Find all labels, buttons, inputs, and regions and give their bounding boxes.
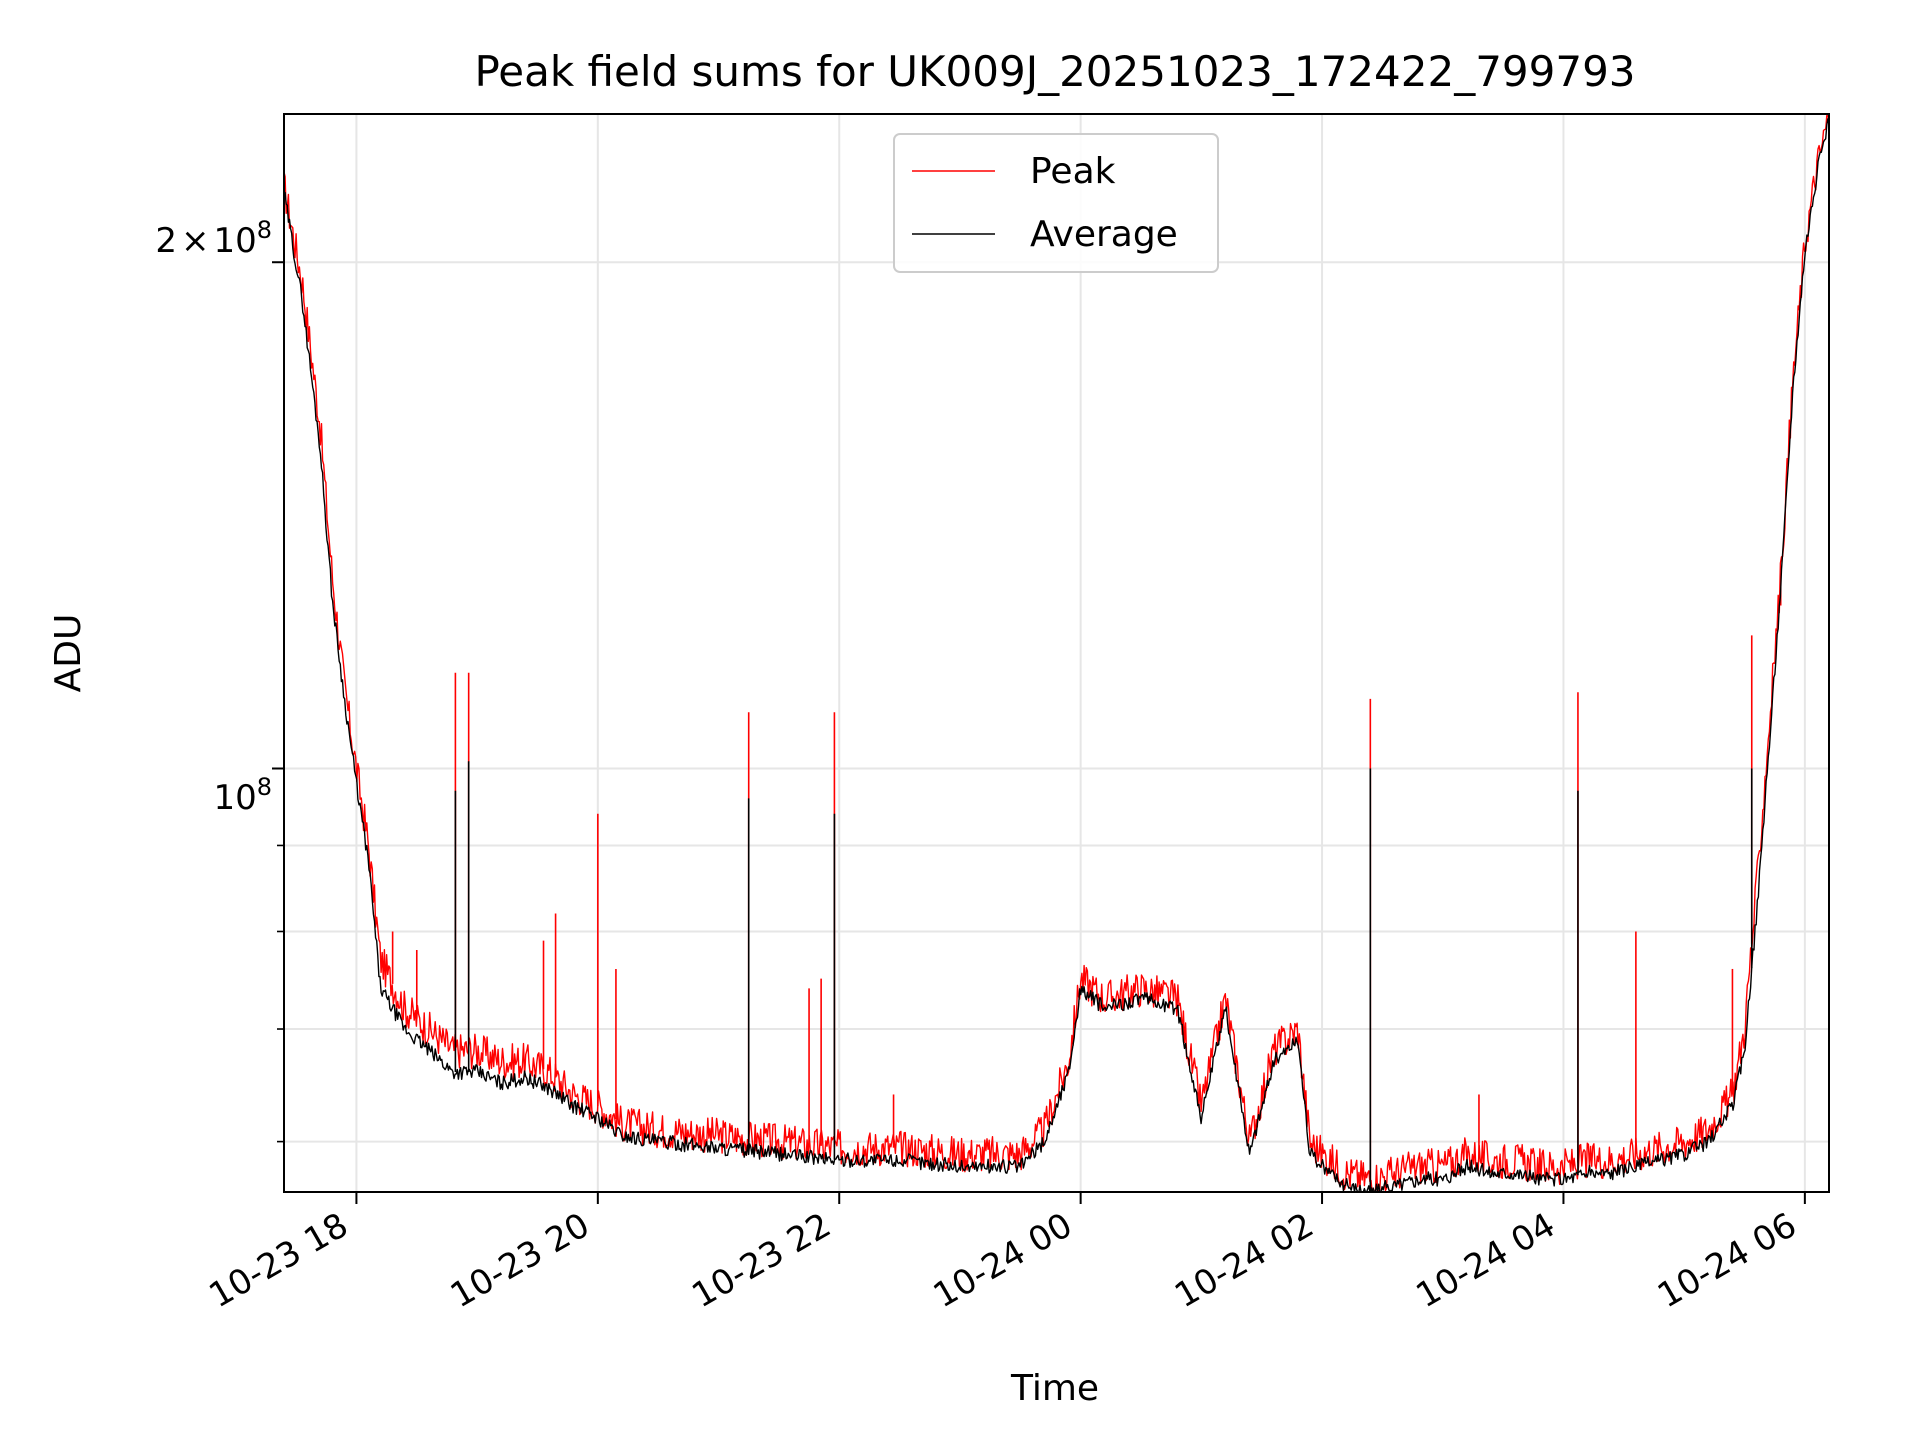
y-tick-label-2e8: 2 × 108 [155, 216, 272, 261]
peak-series-line [283, 113, 1830, 1193]
legend: Peak Average [893, 133, 1219, 273]
y-axis-label: ADU [48, 614, 89, 693]
plot-area-frame [283, 113, 1830, 1193]
average-series-line [283, 118, 1830, 1193]
y-tick-label-1e8: 108 [213, 773, 272, 818]
x-axis-label: Time [1010, 1368, 1099, 1409]
grid-lines [284, 114, 1829, 1192]
average-spikes [454, 761, 1753, 1192]
chart-title: Peak field sums for UK009J_20251023_1724… [474, 47, 1635, 96]
legend-box [893, 133, 1219, 273]
y-axis-ticks: 2 × 108 108 [155, 216, 284, 1143]
plot-series [283, 113, 1830, 1193]
legend-average-label: Average [1030, 214, 1178, 255]
legend-peak-label: Peak [1030, 151, 1116, 192]
